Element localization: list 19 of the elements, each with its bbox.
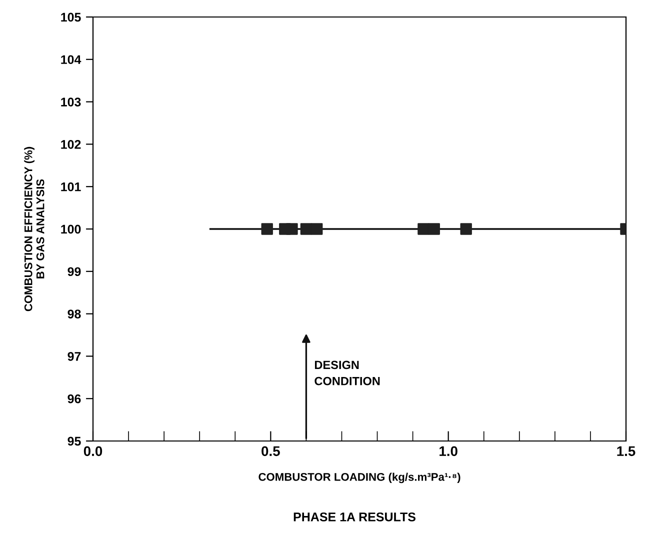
y-tick-label: 97 [68,352,81,361]
y-tick-label: 103 [61,98,81,106]
y-tick-label: 99 [68,267,81,276]
x-tick-label: 1.0 [440,446,458,456]
y-tick-label: 102 [61,140,81,149]
y-tick-label: 105 [61,12,81,22]
y-tick-label: 104 [61,55,82,64]
y-tick-label: 100 [61,224,81,234]
y-tick-label: 95 [68,436,81,446]
x-tick-label: 1.5 [617,446,636,456]
y-tick-label: 101 [61,182,81,192]
y-tick-label: 98 [68,310,81,318]
text: PHASE 1A RESULTS [294,512,416,522]
y-axis-title: COMBUSTION EFFICIENCY (%) BY GAS ANALYSIS [24,146,44,312]
x-axis-title: COMBUSTOR LOADING (kg/s.m³Pa¹·⁸) [258,472,460,484]
annotation: DESIGN CONDITION [314,360,380,386]
x-tick-label: 0.0 [84,446,102,456]
x-tick-label: 0.5 [262,446,280,456]
y-tick-label: 96 [68,394,81,404]
